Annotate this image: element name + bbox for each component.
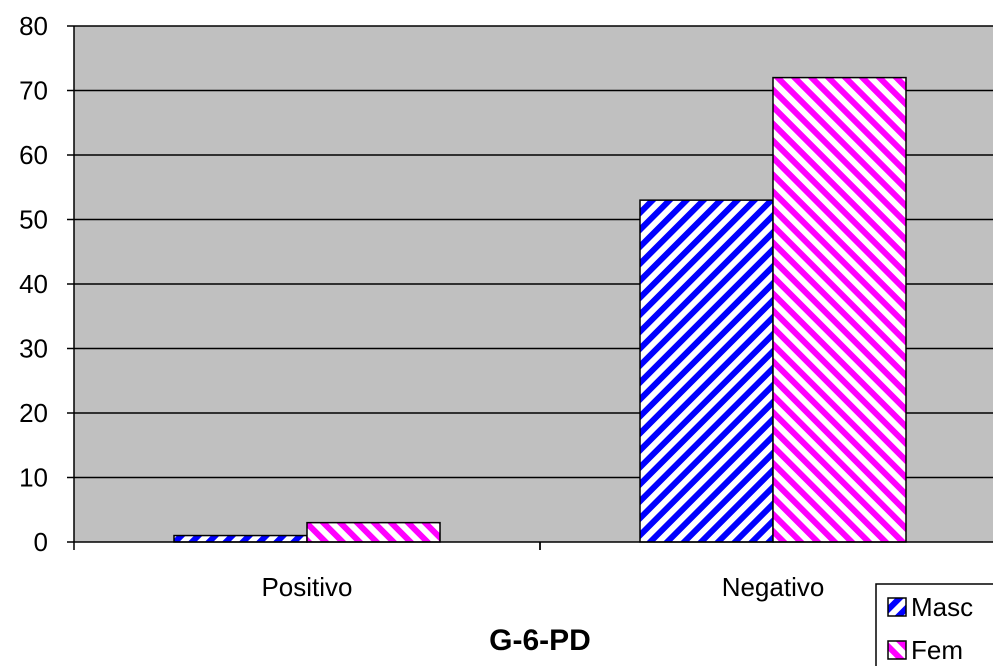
bar-fem-negativo	[772, 76, 907, 543]
legend-label-masc: Masc	[911, 592, 973, 622]
y-tick-label-30: 30	[19, 334, 48, 364]
bar-fem-positivo	[306, 521, 441, 543]
y-tick-label-70: 70	[19, 76, 48, 106]
x-axis-title: G-6-PD	[489, 624, 591, 657]
legend-swatch-masc	[887, 597, 907, 617]
bar-masc-positivo	[173, 534, 308, 543]
bars	[173, 76, 907, 543]
category-label-positivo: Positivo	[261, 572, 352, 602]
legend-item-masc: Masc	[887, 592, 973, 622]
y-tick-label-40: 40	[19, 269, 48, 299]
y-tick-label-0: 0	[34, 527, 48, 557]
y-tick-label-10: 10	[19, 463, 48, 493]
legend-label-fem: Fem	[911, 635, 963, 665]
y-tick-label-50: 50	[19, 205, 48, 235]
category-labels: Positivo Negativo	[261, 572, 824, 602]
y-tick-label-20: 20	[19, 398, 48, 428]
y-tick-label-80: 80	[19, 11, 48, 41]
y-tick-labels: 0 10 20 30 40 50 60 70 80	[19, 11, 48, 557]
legend-swatch-fem	[887, 640, 907, 660]
legend-item-fem: Fem	[887, 635, 963, 665]
bar-masc-negativo	[639, 199, 774, 543]
legend: Masc Fem	[875, 583, 993, 666]
axes	[67, 25, 993, 550]
category-label-negativo: Negativo	[722, 572, 825, 602]
y-tick-label-60: 60	[19, 140, 48, 170]
